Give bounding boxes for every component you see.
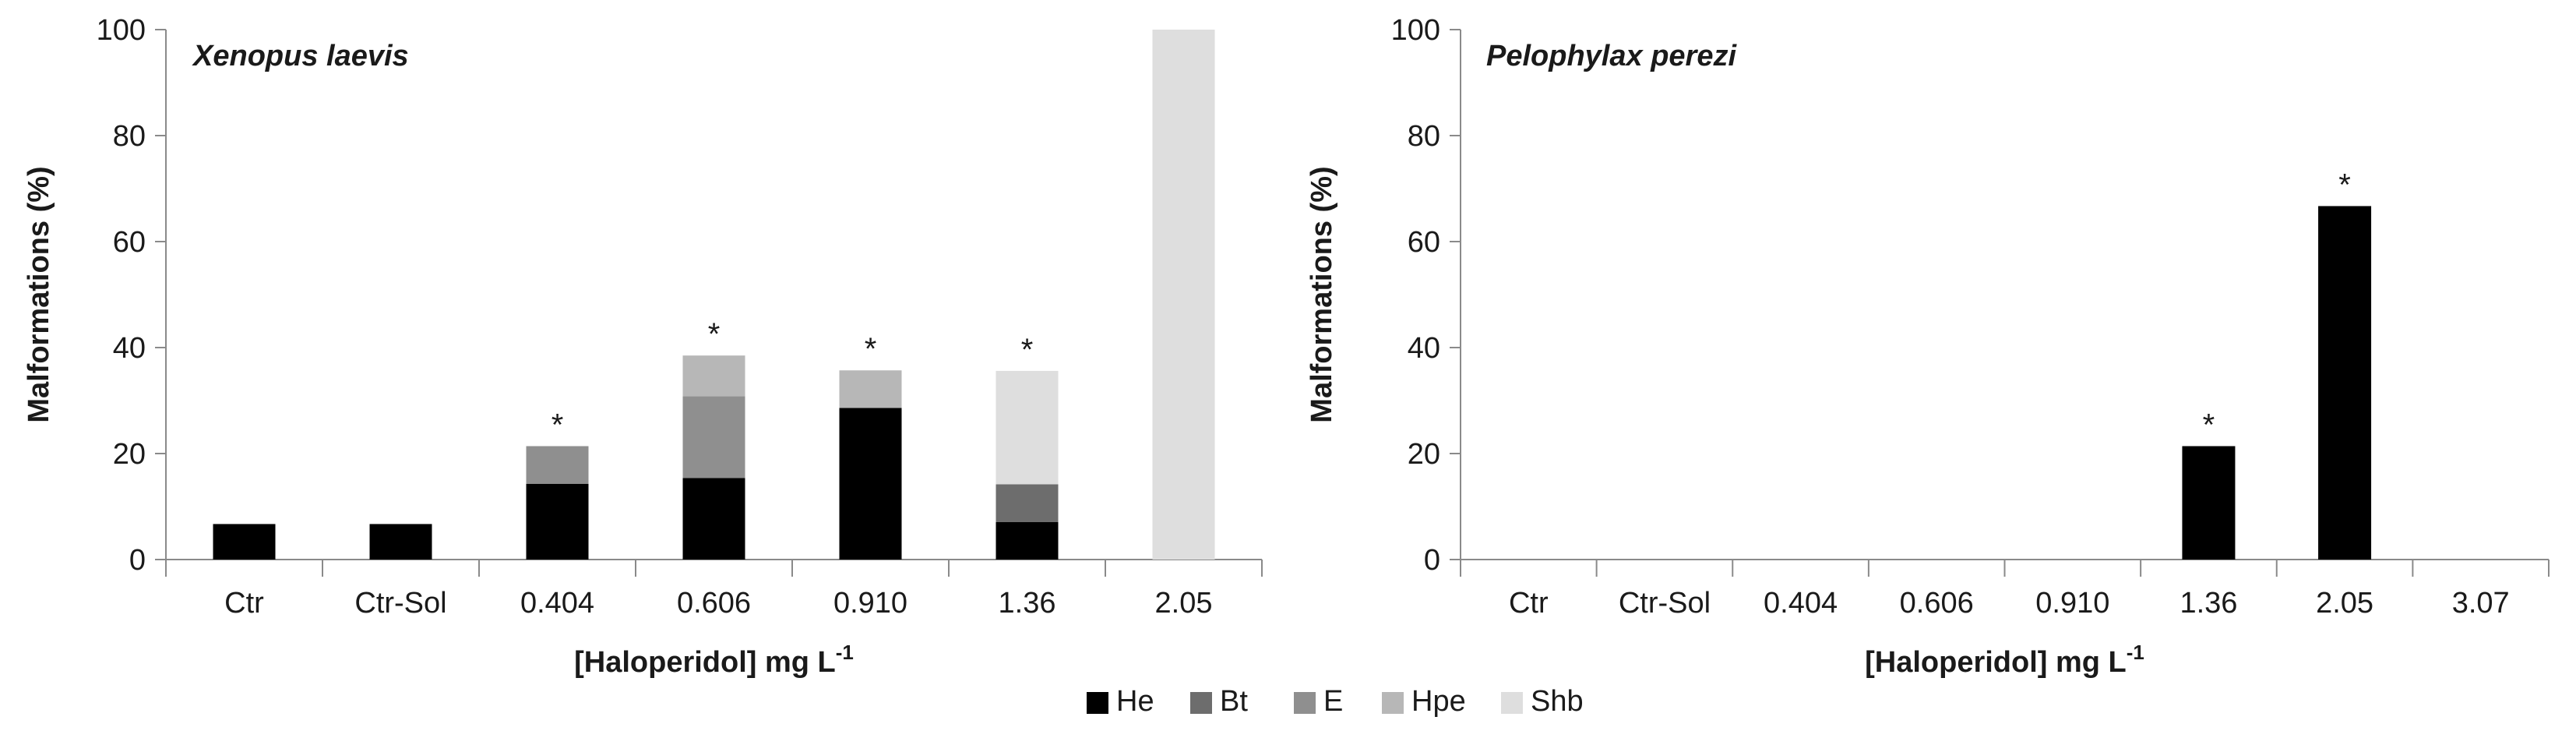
bar-segment-e: [682, 396, 745, 478]
significance-marker: *: [708, 317, 721, 351]
x-axis-label-main: [Haloperidol] mg L: [574, 646, 836, 679]
significance-marker: *: [1021, 333, 1034, 367]
x-axis-label-main: [Haloperidol] mg L: [1865, 646, 2127, 679]
significance-marker: *: [551, 408, 564, 442]
x-axis-label: [Haloperidol] mg L-1: [1865, 641, 2144, 679]
x-tick-label: 0.404: [520, 587, 594, 620]
legend-swatch-bt: [1190, 692, 1212, 714]
legend-label-hpe: Hpe: [1411, 685, 1466, 718]
bar-segment-shb: [996, 370, 1059, 485]
bar-segment-he: [839, 408, 902, 560]
x-tick-label: Ctr-Sol: [354, 587, 446, 620]
bar-segment-he: [682, 478, 745, 560]
x-tick-label: 0.606: [1900, 587, 1974, 620]
bar-segment-he: [526, 483, 589, 560]
legend-swatch-hpe: [1382, 692, 1404, 714]
y-axis-label: Malformations (%): [1306, 166, 1338, 422]
x-tick-label: 2.05: [2316, 587, 2373, 620]
y-tick-label: 0: [1424, 544, 1440, 577]
y-tick-label: 40: [113, 332, 146, 365]
bar-segment-he: [2318, 206, 2372, 560]
x-tick-label: 1.36: [999, 587, 1056, 620]
legend-label-shb: Shb: [1531, 685, 1584, 718]
panel-title: Pelophylax perezi: [1486, 40, 1737, 72]
x-tick-label: 0.404: [1764, 587, 1838, 620]
legend: He Bt E Hpe Shb: [1087, 685, 1584, 718]
x-tick-label: 0.910: [2035, 587, 2109, 620]
bar-segment-he: [996, 521, 1059, 560]
significance-marker: *: [2203, 408, 2215, 442]
x-tick-label: Ctr: [1509, 587, 1549, 620]
x-tick-label: 2.05: [1155, 587, 1213, 620]
y-tick-label: 40: [1408, 332, 1440, 365]
y-tick-label: 20: [113, 438, 146, 471]
bar-segment-shb: [1152, 30, 1215, 560]
x-tick-label: Ctr-Sol: [1619, 587, 1711, 620]
panel-title: Xenopus laevis: [192, 40, 409, 72]
chart-panel-xenopus: 0 20 40 60 80 100 Ctr Ctr-Sol * 0.404 * 0.606 * 0.910…: [23, 14, 1263, 679]
significance-marker: *: [2338, 168, 2351, 202]
legend-label-bt: Bt: [1220, 685, 1248, 718]
y-tick-label: 20: [1408, 438, 1440, 471]
legend-swatch-he: [1087, 692, 1108, 714]
chart-panel-pelophylax: 0 20 40 60 80 100 Ctr Ctr-Sol 0.404 0.606 0.910 * 1.…: [1306, 14, 2550, 679]
bar-segment-he: [213, 524, 276, 560]
x-tick-label: Ctr: [224, 587, 264, 620]
bar-segment-he: [2182, 446, 2236, 560]
bar-segment-bt: [996, 484, 1059, 522]
legend-label-he: He: [1116, 685, 1154, 718]
y-tick-label: 60: [1408, 226, 1440, 259]
y-tick-label: 60: [113, 226, 146, 259]
x-tick-label: 0.910: [833, 587, 907, 620]
y-tick-label: 80: [1408, 120, 1440, 153]
x-axis-label: [Haloperidol] mg L-1: [574, 641, 854, 679]
y-axis-label: Malformations (%): [23, 166, 55, 422]
x-tick-label: 3.07: [2452, 587, 2510, 620]
legend-swatch-shb: [1501, 692, 1523, 714]
x-tick-label: 1.36: [2180, 587, 2237, 620]
bar-segment-hpe: [839, 370, 902, 408]
bar-segment-he: [369, 524, 432, 560]
bar-segment-e: [526, 446, 589, 484]
x-tick-label: 0.606: [677, 587, 751, 620]
legend-label-e: E: [1323, 685, 1343, 718]
y-tick-label: 80: [113, 120, 146, 153]
legend-swatch-e: [1294, 692, 1316, 714]
x-axis-label-superscript: -1: [2127, 641, 2144, 664]
significance-marker: *: [865, 332, 877, 366]
y-tick-label: 0: [129, 544, 146, 577]
y-tick-label: 100: [1391, 14, 1440, 47]
x-axis-label-superscript: -1: [836, 641, 854, 664]
y-tick-label: 100: [97, 14, 146, 47]
bar-segment-hpe: [682, 355, 745, 397]
